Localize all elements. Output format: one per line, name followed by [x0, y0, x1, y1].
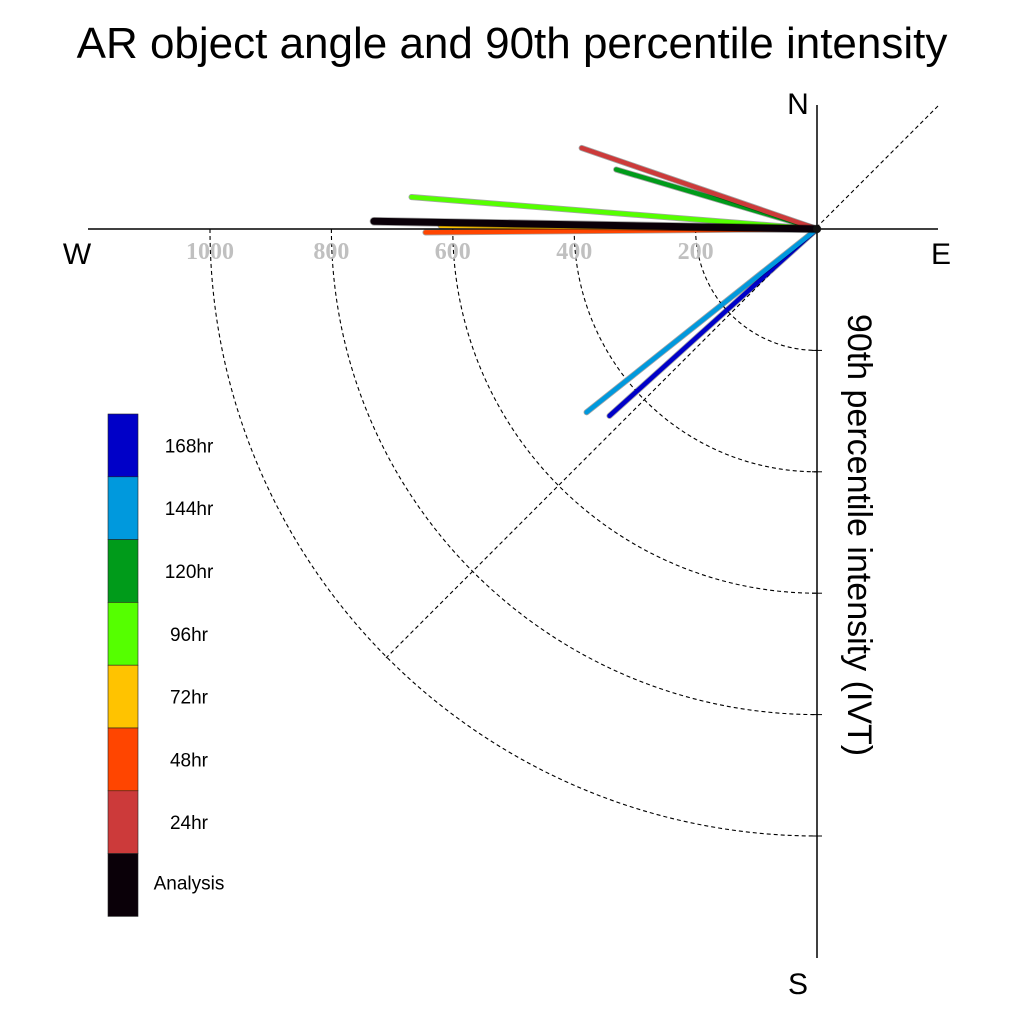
- grid-arc: [573, 228, 818, 473]
- vector-144hr: [584, 226, 820, 415]
- compass-south: S: [788, 968, 808, 1001]
- compass-north: N: [787, 88, 809, 121]
- grid-arc: [452, 228, 818, 594]
- legend-swatch-72hr: [107, 664, 139, 729]
- legend-label-120hr: 120hr: [165, 562, 214, 583]
- legend-swatch-168hr: [107, 413, 139, 478]
- radial-tick-label: 800: [313, 239, 349, 265]
- legend-label-72hr: 72hr: [170, 688, 209, 709]
- legend-swatch-144hr: [107, 476, 139, 540]
- legend-swatch-96hr: [107, 602, 139, 666]
- origin-point: [813, 225, 821, 233]
- vector-analysis: [370, 217, 821, 233]
- vector-168hr: [607, 226, 820, 419]
- radial-tick-label: 600: [435, 239, 471, 265]
- vector-24hr: [579, 145, 820, 232]
- legend-swatch-24hr: [107, 790, 139, 854]
- legend-label-48hr: 48hr: [170, 750, 209, 771]
- legend-label-24hr: 24hr: [170, 813, 209, 834]
- radial-tick-label: 1000: [186, 239, 234, 265]
- vector-series: [369, 144, 822, 419]
- vector-96hr: [409, 194, 820, 232]
- legend-swatch-analysis: [107, 853, 139, 917]
- legend-swatch-120hr: [107, 539, 139, 603]
- radial-axis-label: 90th percentile intensity (IVT): [840, 314, 878, 756]
- radial-tick-label: 200: [678, 239, 714, 265]
- legend-label-144hr: 144hr: [165, 499, 214, 520]
- legend-label-analysis: Analysis: [154, 874, 225, 895]
- chart-title: AR object angle and 90th percentile inte…: [77, 19, 948, 68]
- radial-tick-label: 400: [556, 239, 592, 265]
- legend-label-168hr: 168hr: [165, 436, 214, 457]
- legend: 168hr 144hr 120hr 96hr 72hr 48hr 24hr Analysis: [107, 413, 225, 917]
- legend-label-96hr: 96hr: [170, 625, 209, 646]
- grid-arc: [695, 228, 818, 351]
- compass-west: W: [63, 238, 92, 271]
- grid-arc: [209, 228, 818, 837]
- polar-grid: [209, 105, 939, 837]
- radial-ticks: 1000 800 600 400 200: [186, 239, 714, 265]
- compass-east: E: [931, 238, 951, 271]
- grid-arc: [330, 228, 818, 716]
- legend-swatch-48hr: [107, 727, 139, 792]
